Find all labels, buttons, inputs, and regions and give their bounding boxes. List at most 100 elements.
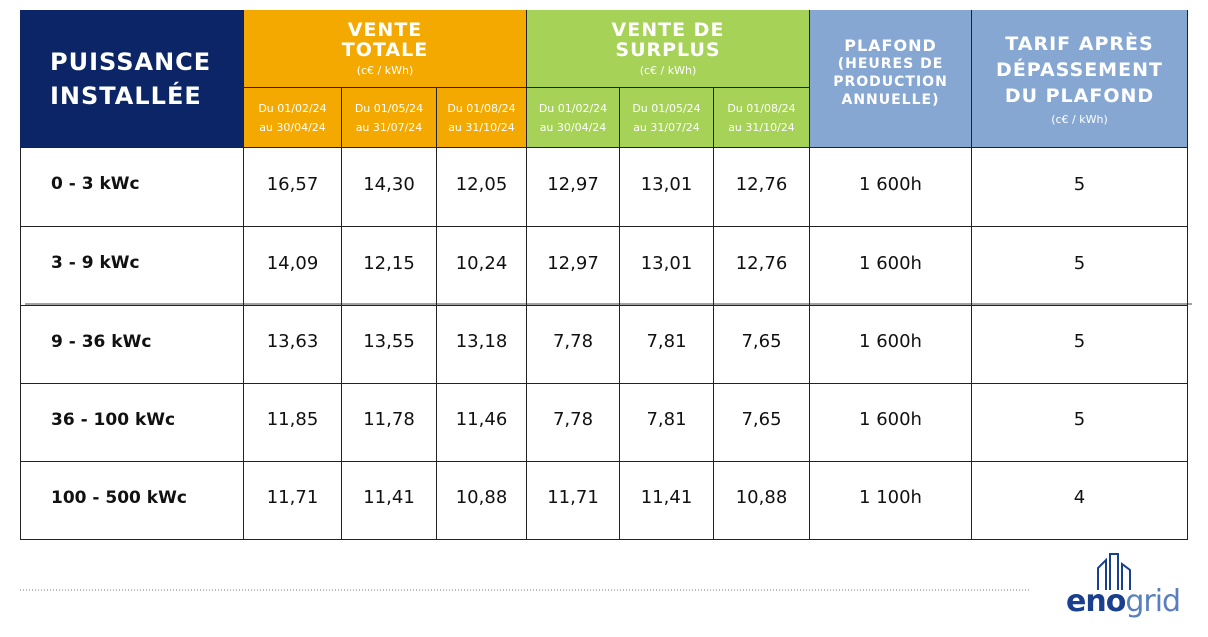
text: 36 - 100 kWc [51, 409, 176, 430]
text: 16,57 [266, 173, 319, 195]
cell: 11,41 [620, 462, 714, 540]
cell: 7,78 [527, 306, 620, 384]
text: Du 01/05/24 [632, 101, 701, 115]
cell: 12,97 [527, 227, 620, 306]
text: 14,09 [266, 252, 319, 274]
text: (HEURES DE PRODUCTION ANNUELLE) [833, 56, 948, 108]
text: 12,05 [455, 173, 508, 195]
row-label: 0 - 3 kWc [20, 148, 244, 227]
header-tariff: TARIF APRÈS DÉPASSEMENT DU PLAFOND (c€ / … [972, 10, 1188, 148]
text: 0 - 3 kWc [51, 174, 140, 194]
text: 7,81 [646, 331, 687, 352]
text: 5 [1073, 331, 1086, 352]
period: Du 01/02/24 au 30/04/24 [244, 88, 342, 148]
cell: 13,55 [342, 306, 437, 384]
text: Du 01/05/24 [354, 101, 424, 115]
cell: 1 100h [810, 462, 972, 540]
logo-text: grid [1125, 584, 1181, 619]
text: 10,88 [455, 487, 508, 508]
text: 11,78 [363, 409, 415, 430]
text: Du 01/02/24 [538, 101, 608, 115]
text: au 31/07/24 [633, 120, 700, 134]
cell: 10,88 [714, 462, 810, 540]
text: VENTE TOTALE [341, 19, 429, 61]
text: (c€ / kWh) [356, 64, 414, 77]
cell: 12,76 [714, 148, 810, 227]
text: 7,65 [741, 409, 782, 430]
text: Du 01/08/24 [727, 101, 796, 115]
cell: 11,85 [244, 384, 342, 462]
text: 12,15 [363, 252, 415, 274]
text: 11,41 [640, 487, 693, 508]
period: Du 01/02/24 au 30/04/24 [527, 88, 620, 148]
text: 11,46 [455, 409, 508, 430]
cell: 12,05 [437, 148, 527, 227]
period: Du 01/08/24 au 31/10/24 [714, 88, 810, 148]
cell: 11,78 [342, 384, 437, 462]
period: Du 01/05/24 au 31/07/24 [620, 88, 714, 148]
cell: 11,46 [437, 384, 527, 462]
text: 7,65 [741, 331, 782, 352]
text: 5 [1073, 173, 1086, 195]
text: Du 01/02/24 [258, 101, 327, 115]
logo-icon [1097, 553, 1131, 590]
cell: 11,41 [342, 462, 437, 540]
text: 3 - 9 kWc [51, 253, 140, 273]
text: 1 600h [859, 409, 922, 430]
text: 13,63 [266, 331, 319, 352]
logo-text: eno [1066, 584, 1126, 619]
cell: 5 [972, 227, 1188, 306]
text: 100 - 500 kWc [51, 487, 187, 508]
cell: 13,01 [620, 227, 714, 306]
cell: 12,76 [714, 227, 810, 306]
header-power: PUISSANCE INSTALLÉE [20, 10, 244, 148]
cell: 7,81 [620, 306, 714, 384]
cell: 5 [972, 384, 1188, 462]
period: Du 01/08/24 au 31/10/24 [437, 88, 527, 148]
header-total: VENTE TOTALE (c€ / kWh) [244, 10, 527, 88]
cell: 12,97 [527, 148, 620, 227]
cell: 7,81 [620, 384, 714, 462]
text: PUISSANCE INSTALLÉE [50, 47, 212, 110]
text: 13,01 [640, 173, 693, 195]
text: 13,01 [640, 252, 693, 274]
cell: 13,18 [437, 306, 527, 384]
row-label: 36 - 100 kWc [20, 384, 244, 462]
cell: 5 [972, 148, 1188, 227]
text: au 30/04/24 [259, 120, 326, 134]
cell: 4 [972, 462, 1188, 540]
text: 1 600h [859, 252, 922, 274]
text: 12,76 [735, 252, 788, 274]
text: 1 600h [859, 331, 922, 352]
header-surplus: VENTE DE SURPLUS (c€ / kWh) [527, 10, 810, 88]
text: Du 01/08/24 [447, 101, 516, 115]
row-label: 3 - 9 kWc [20, 227, 244, 306]
text: 10,24 [455, 252, 508, 274]
text: PLAFOND [844, 36, 937, 55]
text: VENTE DE SURPLUS [611, 19, 725, 61]
cell: 14,09 [244, 227, 342, 306]
cell: 7,78 [527, 384, 620, 462]
cell: 10,88 [437, 462, 527, 540]
text: 1 600h [859, 173, 922, 195]
text: (c€ / kWh) [1051, 113, 1108, 126]
text: 13,18 [455, 331, 508, 352]
text: 7,78 [552, 409, 594, 430]
text: 5 [1073, 409, 1086, 430]
row-label: 9 - 36 kWc [20, 306, 244, 384]
cell: 16,57 [244, 148, 342, 227]
text: 7,78 [552, 331, 594, 352]
text: 13,55 [363, 331, 415, 352]
cell: 11,71 [527, 462, 620, 540]
text: 5 [1073, 252, 1086, 274]
text: au 31/10/24 [728, 120, 795, 134]
text: (c€ / kWh) [639, 64, 697, 77]
text: 10,88 [735, 487, 788, 508]
text: 11,41 [363, 487, 415, 508]
text: 11,85 [266, 409, 319, 430]
cell: 12,15 [342, 227, 437, 306]
text: au 31/10/24 [448, 120, 515, 134]
text: TARIF APRÈS DÉPASSEMENT DU PLAFOND [996, 33, 1163, 107]
